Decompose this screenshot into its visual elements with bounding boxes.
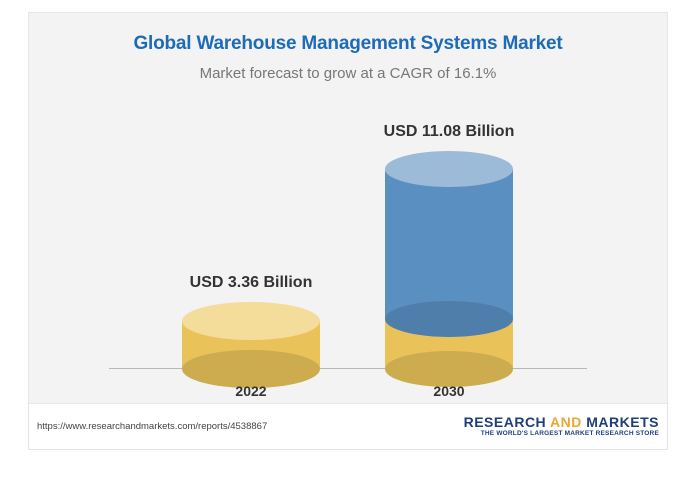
cylinder-base-ellipse bbox=[385, 351, 513, 387]
brand-logo: RESEARCH AND MARKETS THE WORLD'S LARGEST… bbox=[464, 415, 659, 438]
cylinder-year-label: 2022 bbox=[235, 383, 266, 399]
cylinder-segment bbox=[385, 169, 513, 319]
brand-logo-text: RESEARCH AND MARKETS bbox=[464, 415, 659, 430]
cylinder-value-label: USD 3.36 Billion bbox=[190, 274, 313, 292]
chart-canvas: Global Warehouse Management Systems Mark… bbox=[28, 12, 668, 450]
cylinder-top-ellipse bbox=[385, 151, 513, 187]
chart-subtitle: Market forecast to grow at a CAGR of 16.… bbox=[29, 55, 667, 82]
brand-tagline: THE WORLD'S LARGEST MARKET RESEARCH STOR… bbox=[464, 431, 659, 438]
cylinder-top-ellipse bbox=[182, 302, 320, 341]
logo-word-markets: MARKETS bbox=[586, 414, 659, 430]
footer-bar: https://www.researchandmarkets.com/repor… bbox=[29, 403, 667, 449]
cylinder-value-label: USD 11.08 Billion bbox=[384, 123, 515, 141]
logo-word-research: RESEARCH bbox=[464, 414, 550, 430]
chart-baseline bbox=[109, 368, 587, 369]
source-url: https://www.researchandmarkets.com/repor… bbox=[37, 421, 267, 432]
chart-area: USD 3.36 Billion 2022 USD 11.08 Billion 203… bbox=[29, 103, 667, 403]
cylinder-year-label: 2030 bbox=[433, 383, 464, 399]
logo-word-and: AND bbox=[550, 414, 586, 430]
chart-title: Global Warehouse Management Systems Mark… bbox=[29, 13, 667, 55]
cylinder-base-ellipse bbox=[385, 301, 513, 337]
